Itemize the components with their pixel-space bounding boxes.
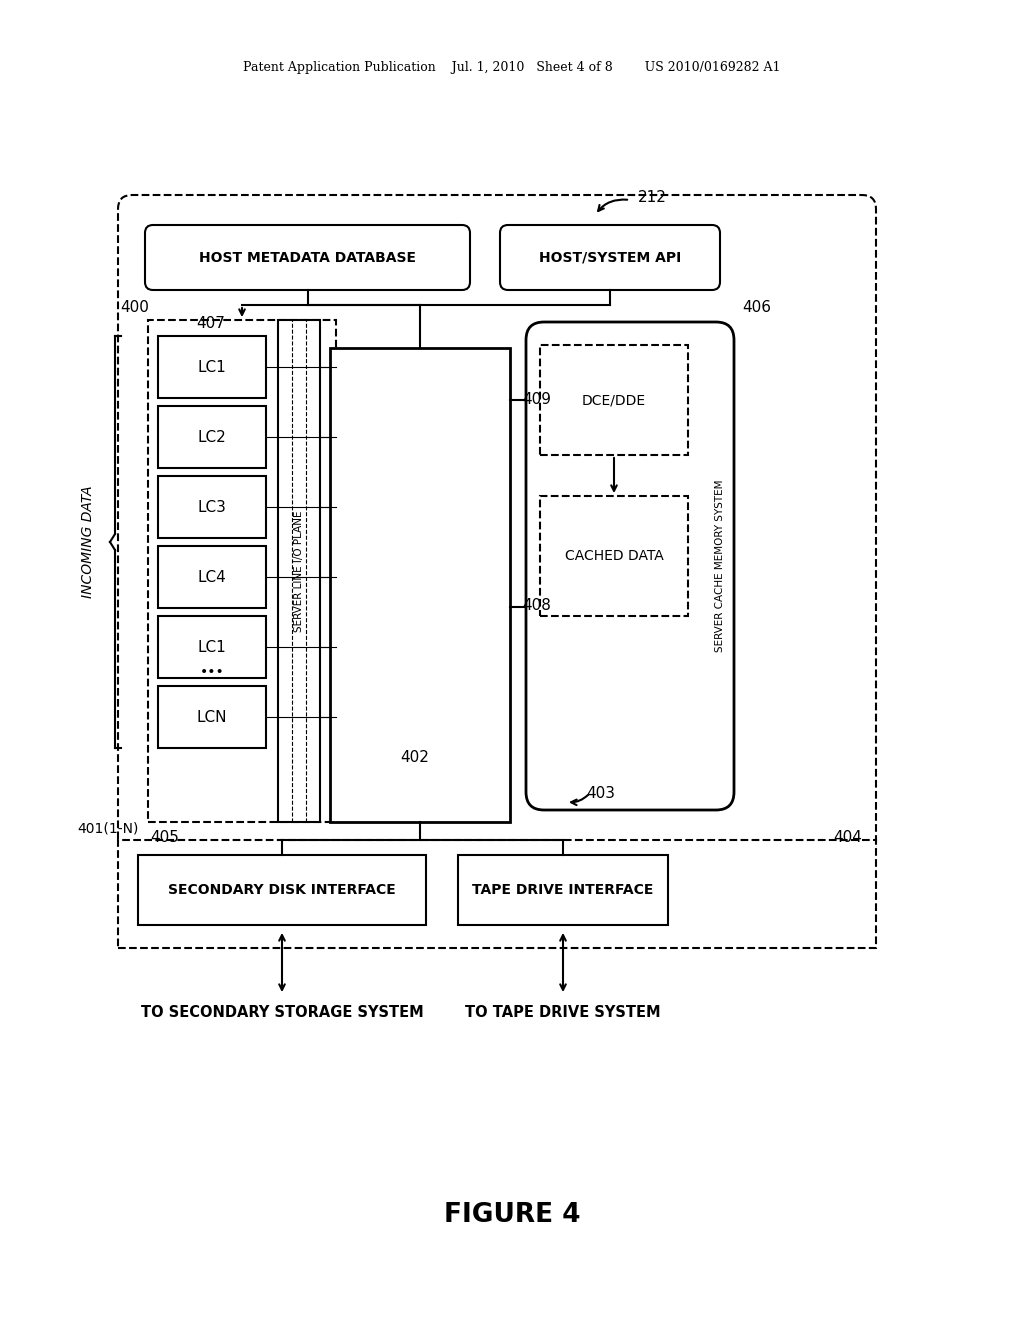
Text: TAPE DRIVE INTERFACE: TAPE DRIVE INTERFACE xyxy=(472,883,653,898)
FancyBboxPatch shape xyxy=(526,322,734,810)
Text: 212: 212 xyxy=(638,190,667,206)
Text: 402: 402 xyxy=(400,750,429,764)
Text: SECONDARY DISK INTERFACE: SECONDARY DISK INTERFACE xyxy=(168,883,396,898)
Text: TO TAPE DRIVE SYSTEM: TO TAPE DRIVE SYSTEM xyxy=(465,1005,660,1020)
Bar xyxy=(118,840,876,948)
Text: 408: 408 xyxy=(522,598,551,612)
Text: 405: 405 xyxy=(150,830,179,846)
Text: TO SECONDARY STORAGE SYSTEM: TO SECONDARY STORAGE SYSTEM xyxy=(140,1005,423,1020)
Text: •••: ••• xyxy=(200,665,224,678)
Text: LC2: LC2 xyxy=(198,429,226,445)
Text: HOST/SYSTEM API: HOST/SYSTEM API xyxy=(539,251,681,264)
Bar xyxy=(158,337,266,399)
Bar xyxy=(158,477,266,539)
Text: LC3: LC3 xyxy=(198,499,226,515)
Text: HOST METADATA DATABASE: HOST METADATA DATABASE xyxy=(199,251,416,264)
Text: DCE/DDE: DCE/DDE xyxy=(582,393,646,407)
Text: SERVER CACHE MEMORY SYSTEM: SERVER CACHE MEMORY SYSTEM xyxy=(715,479,725,652)
Text: LC1: LC1 xyxy=(198,359,226,375)
Text: SERVER LINE I/O PLANE: SERVER LINE I/O PLANE xyxy=(294,511,304,632)
Text: Patent Application Publication    Jul. 1, 2010   Sheet 4 of 8        US 2010/016: Patent Application Publication Jul. 1, 2… xyxy=(244,62,780,74)
Bar xyxy=(540,345,688,455)
Bar xyxy=(148,319,336,822)
Bar xyxy=(540,496,688,616)
Text: 401(1-N): 401(1-N) xyxy=(78,821,138,836)
Text: 404: 404 xyxy=(834,830,862,846)
Bar xyxy=(158,616,266,678)
Bar xyxy=(138,855,426,925)
Bar xyxy=(158,546,266,609)
Text: 406: 406 xyxy=(742,301,771,315)
Text: LCN: LCN xyxy=(197,710,227,725)
Text: 409: 409 xyxy=(522,392,551,408)
FancyBboxPatch shape xyxy=(118,195,876,855)
FancyBboxPatch shape xyxy=(500,224,720,290)
Text: FIGURE 4: FIGURE 4 xyxy=(443,1203,581,1228)
Text: LC4: LC4 xyxy=(198,569,226,585)
Bar xyxy=(458,855,668,925)
Text: 403: 403 xyxy=(586,785,615,800)
Text: CACHED DATA: CACHED DATA xyxy=(564,549,664,564)
Bar xyxy=(158,407,266,469)
Text: LC1: LC1 xyxy=(198,639,226,655)
Bar xyxy=(330,348,510,822)
Text: INCOMING DATA: INCOMING DATA xyxy=(81,486,95,598)
Text: 407: 407 xyxy=(196,315,225,330)
Bar xyxy=(278,319,319,822)
Text: 400: 400 xyxy=(120,301,148,315)
Bar xyxy=(158,686,266,748)
FancyBboxPatch shape xyxy=(145,224,470,290)
